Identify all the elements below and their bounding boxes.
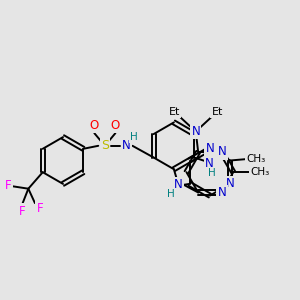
Text: N: N [122, 139, 131, 152]
Text: N: N [218, 146, 226, 158]
Text: N: N [206, 157, 214, 170]
Text: F: F [18, 205, 25, 218]
Text: H: H [130, 132, 138, 142]
Text: S: S [101, 139, 109, 152]
Text: F: F [4, 179, 11, 192]
Text: H: H [167, 189, 175, 200]
Text: O: O [111, 119, 120, 132]
Text: O: O [90, 119, 99, 132]
Text: N: N [206, 142, 214, 155]
Text: CH₃: CH₃ [246, 154, 265, 164]
Text: N: N [174, 178, 183, 191]
Text: H: H [208, 168, 216, 178]
Text: N: N [218, 186, 226, 199]
Text: Et: Et [169, 107, 180, 117]
Text: N: N [226, 177, 235, 190]
Text: CH₃: CH₃ [250, 167, 269, 177]
Text: Et: Et [212, 107, 223, 117]
Text: F: F [36, 202, 43, 215]
Text: N: N [191, 125, 200, 138]
